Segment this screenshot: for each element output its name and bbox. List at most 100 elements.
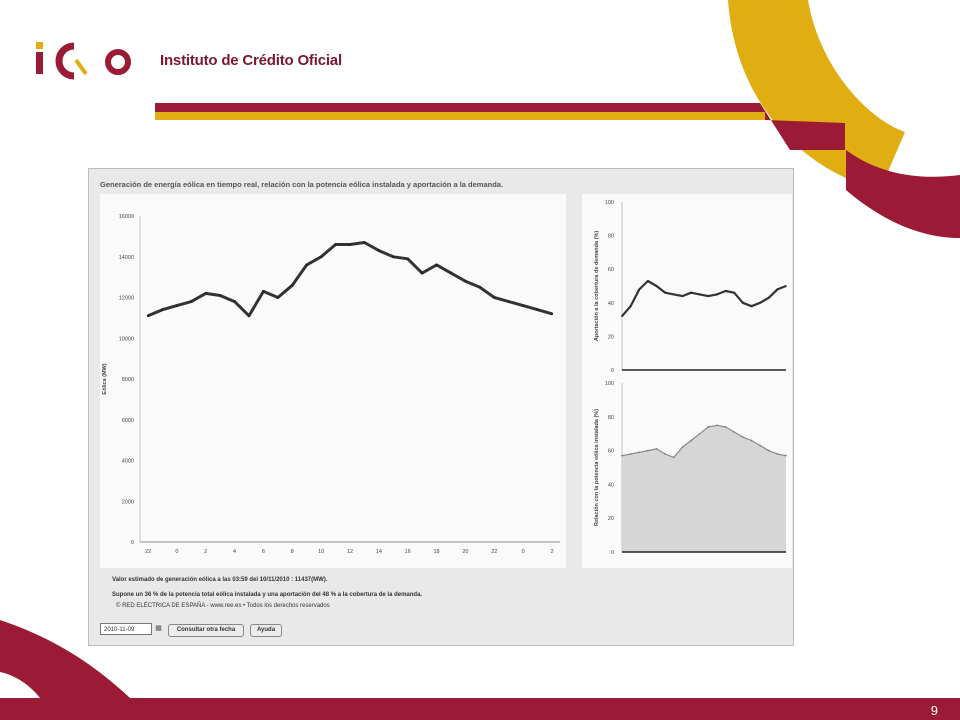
installed-ratio-point [681,446,684,449]
wind-generation-point [262,290,265,293]
installed-ratio-point [733,431,736,433]
installed-ratio-y-tick-label: 0 [611,550,614,556]
wind-generation-point [319,255,323,258]
main-x-tick-label: 22 [145,549,151,555]
wind-generation-point [420,271,424,275]
brand-name: Instituto de Crédito Oficial [160,52,342,69]
installed-ratio-point [629,453,632,455]
installed-ratio-y-axis-label: Relación con la potencia eólica instalad… [594,409,600,526]
red-band-top-right [846,150,960,238]
demand-coverage-y-tick-label: 20 [608,334,614,340]
main-x-tick-label: 14 [376,549,382,555]
main-x-tick-label: 16 [405,549,411,555]
demand-coverage-point [742,302,744,304]
calendar-icon[interactable]: ▦ [155,625,162,632]
yellow-arc [728,0,905,190]
installed-ratio-point [672,456,675,459]
wind-generation-point [507,300,510,303]
installed-ratio-point [724,426,727,428]
wind-generation-point [190,300,193,303]
installed-ratio-point [776,453,779,455]
wind-generation-line [147,241,553,318]
demand-coverage-y-tick-label: 100 [605,200,614,206]
demand-coverage-point [690,291,692,294]
main-x-tick-label: 20 [462,549,468,555]
demand-coverage-point [664,291,666,294]
main-x-tick-label: 4 [233,549,236,555]
date-input[interactable]: 2010-11-09 [100,623,152,635]
wind-generation-point [204,292,207,295]
main-y-tick-label: 12000 [119,296,134,302]
wind-generation-point [291,284,294,287]
demand-coverage-point [638,288,641,291]
wind-generation-point [348,243,352,246]
wind-generation-point [493,296,496,299]
wind-generation-point [305,263,308,267]
wind-generation-point [464,280,467,283]
wind-generation-point [276,296,280,299]
installed-ratio-point [707,426,710,428]
demand-coverage-y-tick-label: 0 [611,368,614,374]
page-number: 9 [930,703,938,718]
demand-coverage-point [621,315,623,318]
wind-generation-point [363,241,366,244]
consult-date-button[interactable]: Consultar otra fecha [168,624,244,637]
demand-coverage-point [647,280,649,282]
main-x-tick-label: 8 [291,549,294,555]
installed-ratio-point [690,439,692,442]
installed-ratio-point [621,454,623,457]
main-y-tick-label: 14000 [119,255,134,261]
main-y-axis-label: Eólica (MW) [102,363,108,394]
demand-coverage-point [672,293,675,296]
main-y-tick-label: 8000 [122,377,134,383]
installed-ratio-y-tick-label: 40 [608,482,614,488]
demand-coverage-point [629,305,632,307]
main-x-tick-label: 2 [550,549,553,555]
wind-generation-point [247,314,251,318]
installed-ratio-point [716,424,718,427]
installed-ratio-point [785,454,787,457]
demand-coverage-y-tick-label: 40 [608,301,614,307]
installed-ratio-point [750,439,753,442]
main-y-tick-label: 4000 [122,459,134,465]
footer-bar [0,698,960,720]
main-x-tick-label: 0 [175,549,178,555]
main-y-tick-label: 16000 [119,214,134,220]
installed-ratio-y-tick-label: 20 [608,516,614,522]
installed-ratio-point [767,449,770,452]
installed-ratio-point [664,453,666,455]
wind-generation-point [175,304,179,307]
main-chart-panel [100,194,566,568]
demand-coverage-point [681,295,684,297]
main-x-tick-label: 0 [522,549,525,555]
wind-generation-point [146,314,150,318]
wind-generation-point [435,263,438,267]
main-x-tick-label: 18 [434,549,440,555]
installed-ratio-point [698,432,701,435]
wind-generation-point [161,308,164,311]
installed-ratio-point [647,449,649,452]
installed-ratio-point [742,436,744,438]
wind-generation-point [377,249,381,252]
installed-ratio-area-fill [622,425,786,552]
demand-coverage-point [750,305,753,307]
demand-coverage-point [785,285,787,287]
installed-ratio-y-tick-label: 80 [608,415,614,421]
note-estimate: Valor estimado de generación eólica a la… [112,577,328,583]
main-y-tick-label: 10000 [119,336,134,342]
help-button[interactable]: Ayuda [250,624,282,637]
installed-ratio-y-tick-label: 100 [605,381,614,387]
demand-coverage-y-tick-label: 80 [608,234,614,240]
demand-coverage-point [776,288,779,291]
demand-coverage-point [707,295,710,297]
main-x-tick-label: 2 [204,549,207,555]
header-yellow-line [155,112,765,120]
note-copyright: © RED ELÉCTRICA DE ESPAÑA - www.ree.es •… [116,603,330,609]
red-band-bottom-left [0,620,130,698]
demand-coverage-y-axis-label: Aportación a la cobertura de demanda (%) [594,231,600,341]
demand-coverage-y-tick-label: 60 [608,267,614,273]
note-share: Supone un 36 % de la potencia total eóli… [112,592,423,598]
main-x-tick-label: 10 [318,549,324,555]
